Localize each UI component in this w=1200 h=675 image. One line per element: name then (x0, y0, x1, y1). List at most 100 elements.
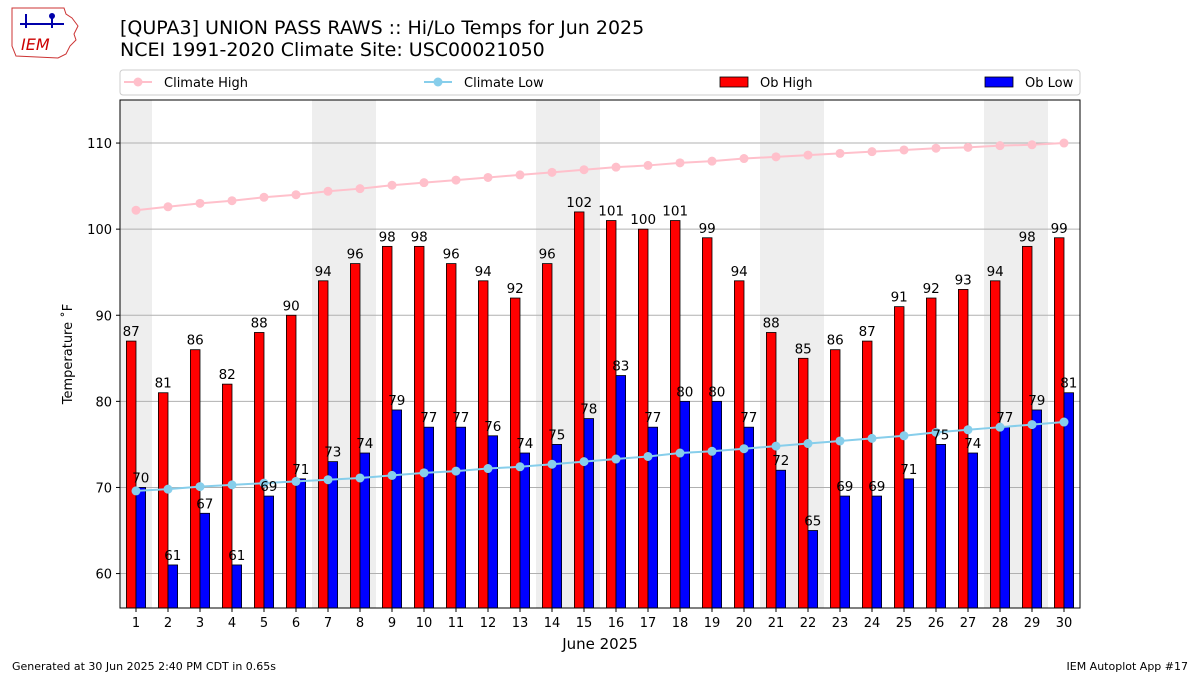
ob-low-bar (199, 512, 211, 609)
climate-low-point (451, 466, 461, 476)
ob-low-label: 79 (388, 393, 405, 409)
climate-low-point (1027, 420, 1037, 430)
ob-high-bar (862, 340, 873, 609)
climate-high-point (771, 152, 781, 162)
climate-high-point (899, 145, 909, 155)
x-tick-label: 11 (448, 616, 465, 631)
ob-high-bar (606, 220, 617, 609)
ob-low-label: 61 (228, 548, 245, 564)
ob-low-label: 69 (836, 479, 853, 495)
climate-low-point (1059, 417, 1069, 427)
climate-high-point (931, 143, 941, 153)
ob-low-bar (903, 478, 915, 609)
climate-low-point (227, 480, 237, 490)
ob-low-bar (551, 444, 563, 609)
x-tick-label: 23 (832, 616, 849, 631)
ob-high-bar (702, 237, 713, 609)
ob-low-label: 77 (740, 410, 757, 426)
x-tick-label: 13 (512, 616, 529, 631)
ob-high-label: 101 (662, 204, 688, 220)
ob-high-bar (157, 392, 169, 609)
ob-low-bar (807, 530, 819, 609)
climate-high-point (547, 167, 557, 177)
ob-high-label: 90 (283, 298, 300, 314)
ob-low-label: 76 (484, 419, 501, 435)
x-tick-label: 19 (704, 616, 721, 631)
ob-high-label: 101 (598, 204, 624, 220)
ob-high-bar (253, 332, 265, 609)
climate-low-point (867, 433, 877, 443)
ob-low-label: 75 (932, 427, 949, 443)
ob-low-bar (231, 564, 243, 609)
ob-high-bar (381, 245, 393, 609)
ob-high-bar (221, 383, 233, 609)
ob-low-label: 71 (292, 462, 309, 478)
climate-high-point (995, 141, 1005, 151)
x-tick-label: 16 (608, 616, 625, 631)
ob-low-label: 83 (612, 359, 629, 375)
climate-low-point (195, 482, 205, 492)
ob-high-label: 94 (475, 264, 492, 280)
climate-high-point (675, 158, 685, 168)
y-tick-label: 60 (95, 568, 112, 583)
x-tick-label: 1 (132, 616, 140, 631)
iem-logo: IEM (11, 7, 79, 59)
ob-low-bar (391, 409, 403, 609)
climate-low-point (899, 431, 909, 441)
ob-low-label: 74 (516, 436, 533, 452)
climate-low-point (387, 470, 397, 480)
ob-high-label: 96 (539, 247, 556, 263)
ob-low-bar (615, 375, 627, 609)
ob-high-bar (766, 332, 777, 609)
ob-low-bar (1031, 409, 1043, 609)
climate-high-point (707, 156, 717, 166)
ob-low-label: 69 (868, 479, 885, 495)
y-tick-label: 70 (95, 481, 112, 496)
ob-low-bar (775, 469, 787, 609)
ob-high-label: 93 (955, 272, 972, 288)
x-tick-label: 12 (480, 616, 497, 631)
x-tick-label: 3 (196, 616, 204, 631)
ob-low-bar (743, 426, 755, 609)
climate-low-point (291, 476, 301, 486)
ob-high-label: 100 (630, 212, 656, 228)
chart-title-block: [QUPA3] UNION PASS RAWS :: Hi/Lo Temps f… (120, 17, 644, 61)
ob-high-label: 87 (123, 324, 140, 340)
climate-high-point (323, 186, 333, 196)
climate-low-point (323, 475, 333, 485)
legend-climate-high-label: Climate High (164, 76, 248, 91)
ob-low-bar (711, 400, 723, 609)
legend-climate-low-marker (433, 77, 443, 87)
climate-low-point (771, 441, 781, 451)
x-tick-label: 4 (228, 616, 236, 631)
ob-high-label: 96 (347, 247, 364, 263)
climate-high-point (419, 178, 429, 188)
ob-low-label: 69 (260, 479, 277, 495)
climate-high-point (739, 154, 749, 164)
legend-climate-high-marker (133, 77, 143, 87)
ob-high-bar (734, 280, 745, 609)
ob-high-label: 86 (187, 333, 204, 349)
climate-low-point (163, 484, 173, 494)
x-tick-label: 9 (388, 616, 396, 631)
ob-high-label: 85 (795, 341, 812, 357)
climate-high-point (963, 142, 973, 152)
climate-high-point (867, 147, 877, 157)
ob-high-label: 86 (827, 333, 844, 349)
ob-high-label: 92 (507, 281, 524, 297)
ob-low-bar (519, 452, 531, 609)
y-axis-label: Temperature ˚F (60, 304, 76, 405)
climate-high-point (163, 202, 173, 212)
ob-low-label: 79 (1028, 393, 1045, 409)
ob-low-label: 77 (452, 410, 469, 426)
climate-low-point (739, 444, 749, 454)
climate-low-point (259, 478, 269, 488)
ob-low-bar (135, 487, 147, 609)
climate-low-point (643, 451, 653, 461)
ob-low-bar (967, 452, 979, 609)
ob-high-label: 98 (379, 229, 396, 245)
ob-low-bar (871, 495, 883, 609)
x-tick-label: 29 (1024, 616, 1041, 631)
ob-low-label: 74 (356, 436, 373, 452)
ob-low-bar (935, 444, 947, 609)
